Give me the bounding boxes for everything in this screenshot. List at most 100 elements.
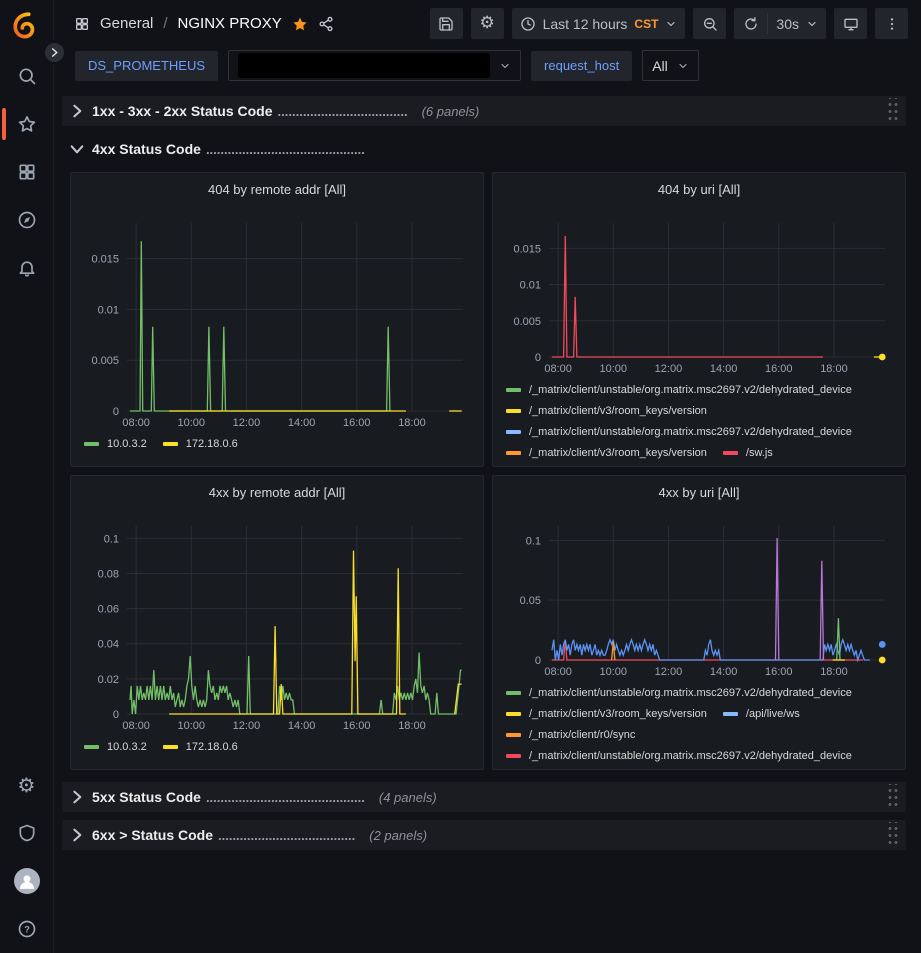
timezone-label: CST bbox=[634, 17, 658, 31]
legend-label: /_matrix/client/unstable/org.matrix.msc2… bbox=[529, 384, 852, 396]
refresh-button[interactable] bbox=[734, 8, 767, 39]
row-drag-handle[interactable] bbox=[886, 822, 899, 848]
svg-text:08:00: 08:00 bbox=[544, 363, 572, 375]
panel-title[interactable]: 4xx by remote addr [All] bbox=[81, 482, 473, 506]
row-drag-handle[interactable] bbox=[886, 98, 899, 124]
sidebar-item-help[interactable]: ? bbox=[0, 905, 54, 953]
svg-text:0.005: 0.005 bbox=[513, 316, 541, 328]
variable-host-value: All bbox=[652, 58, 668, 74]
time-series-chart[interactable]: 08:0010:0012:0014:0016:0018:0000.020.040… bbox=[81, 506, 473, 736]
legend-item[interactable]: /api/live/ws bbox=[723, 703, 800, 724]
legend-item[interactable]: /_matrix/client/r0/sync bbox=[506, 724, 635, 745]
save-button[interactable] bbox=[430, 8, 463, 39]
legend-item[interactable]: /_matrix/client/v3/room_keys/version bbox=[506, 400, 707, 421]
legend-color-dash bbox=[506, 409, 521, 413]
panel-legend: /_matrix/client/unstable/org.matrix.msc2… bbox=[503, 682, 895, 769]
legend-item[interactable]: 10.0.3.2 bbox=[84, 433, 147, 454]
breadcrumb-separator: / bbox=[163, 15, 167, 32]
chevron-down-icon bbox=[665, 18, 677, 30]
question-icon: ? bbox=[17, 919, 37, 939]
dashboard-grid-icon bbox=[74, 16, 90, 32]
svg-text:16:00: 16:00 bbox=[343, 720, 371, 732]
legend-item[interactable]: /sw.js bbox=[723, 442, 773, 463]
sidebar-item-dashboards[interactable] bbox=[0, 148, 54, 196]
svg-text:0.1: 0.1 bbox=[526, 535, 541, 547]
sidebar-item-configuration[interactable]: ⚙ bbox=[0, 761, 54, 809]
legend-label: 10.0.3.2 bbox=[107, 741, 147, 753]
variable-host-select[interactable]: All bbox=[642, 50, 699, 81]
breadcrumb-title[interactable]: NGINX PROXY bbox=[178, 15, 282, 32]
legend-item[interactable]: /_matrix/client/v3/room_keys/version bbox=[506, 442, 707, 463]
legend-item[interactable]: /_matrix/client/unstable/org.matrix.msc2… bbox=[506, 745, 852, 766]
time-range-label: Last 12 hours bbox=[543, 16, 628, 32]
user-icon bbox=[17, 871, 37, 891]
panel-grid: 404 by remote addr [All]08:0010:0012:001… bbox=[70, 172, 906, 770]
legend-label: /_matrix/client/v3/room_keys/version bbox=[529, 405, 707, 417]
share-icon[interactable] bbox=[318, 16, 334, 32]
legend-item[interactable]: 172.18.0.6 bbox=[163, 433, 238, 454]
active-indicator bbox=[2, 108, 6, 140]
panel-404-by-remote-addr-all-: 404 by remote addr [All]08:0010:0012:001… bbox=[70, 172, 484, 467]
row-1xx-3xx-2xx[interactable]: 1xx - 3xx - 2xx Status Code ............… bbox=[62, 96, 906, 126]
panel-title[interactable]: 404 by uri [All] bbox=[503, 179, 895, 203]
breadcrumb-section[interactable]: General bbox=[100, 15, 153, 32]
legend-item[interactable]: /_matrix/client/unstable/org.matrix.msc2… bbox=[506, 682, 852, 703]
svg-text:18:00: 18:00 bbox=[398, 417, 426, 429]
settings-button[interactable]: ⚙ bbox=[471, 8, 504, 39]
svg-text:0.1: 0.1 bbox=[104, 533, 119, 545]
chevron-down-icon bbox=[499, 60, 511, 72]
svg-text:14:00: 14:00 bbox=[710, 363, 738, 375]
bell-icon bbox=[17, 258, 37, 278]
time-series-chart[interactable]: 08:0010:0012:0014:0016:0018:0000.0050.01… bbox=[81, 203, 473, 433]
row-panel-count: (2 panels) bbox=[369, 828, 427, 843]
more-menu-button[interactable] bbox=[875, 8, 908, 39]
row-4xx[interactable]: 4xx Status Code ........................… bbox=[62, 134, 906, 164]
legend-item[interactable]: /_matrix/client/unstable/org.matrix.msc2… bbox=[506, 421, 852, 442]
legend-label: /_matrix/client/v3/room_keys/version bbox=[529, 708, 707, 720]
svg-text:10:00: 10:00 bbox=[600, 666, 628, 678]
row-title: 1xx - 3xx - 2xx Status Code bbox=[92, 103, 273, 119]
sidebar-expand-button[interactable] bbox=[42, 40, 67, 65]
panel-title[interactable]: 404 by remote addr [All] bbox=[81, 179, 473, 203]
variable-ds-select[interactable] bbox=[228, 50, 521, 81]
kebab-icon bbox=[884, 16, 900, 32]
legend-item[interactable]: /_matrix/client/v3/room_keys/version bbox=[506, 703, 707, 724]
row-6xx[interactable]: 6xx > Status Code ......................… bbox=[62, 820, 906, 850]
sidebar-item-explore[interactable] bbox=[0, 196, 54, 244]
sidebar-item-alerting[interactable] bbox=[0, 244, 54, 292]
refresh-interval-label: 30s bbox=[776, 16, 799, 32]
variable-ds-label: DS_PROMETHEUS bbox=[75, 51, 218, 81]
sidebar-item-server-admin[interactable] bbox=[0, 809, 54, 857]
panel-title[interactable]: 4xx by uri [All] bbox=[503, 482, 895, 506]
legend-color-dash bbox=[163, 745, 178, 749]
legend-item[interactable]: /_matrix/client/unstable/org.matrix.msc2… bbox=[506, 379, 852, 400]
row-5xx[interactable]: 5xx Status Code ........................… bbox=[62, 782, 906, 812]
legend-item[interactable]: 172.18.0.6 bbox=[163, 736, 238, 757]
refresh-interval-picker[interactable]: 30s bbox=[768, 8, 826, 39]
svg-text:12:00: 12:00 bbox=[655, 666, 683, 678]
zoom-out-button[interactable] bbox=[693, 8, 726, 39]
svg-text:08:00: 08:00 bbox=[544, 666, 572, 678]
time-series-chart[interactable]: 08:0010:0012:0014:0016:0018:0000.0050.01… bbox=[503, 203, 895, 379]
time-series-chart[interactable]: 08:0010:0012:0014:0016:0018:0000.050.1 bbox=[503, 506, 895, 682]
row-drag-handle[interactable] bbox=[886, 784, 899, 810]
svg-text:12:00: 12:00 bbox=[233, 720, 261, 732]
dashboard-content: 1xx - 3xx - 2xx Status Code ............… bbox=[54, 91, 921, 953]
legend-color-dash bbox=[723, 712, 738, 716]
svg-text:0.08: 0.08 bbox=[98, 568, 119, 580]
svg-text:0.015: 0.015 bbox=[91, 254, 119, 266]
svg-text:0.04: 0.04 bbox=[98, 639, 119, 651]
row-panel-count: (6 panels) bbox=[422, 104, 480, 119]
favorite-star-icon[interactable] bbox=[292, 16, 308, 32]
tv-mode-button[interactable] bbox=[834, 8, 867, 39]
legend-item[interactable]: 10.0.3.2 bbox=[84, 736, 147, 757]
breadcrumb: General / NGINX PROXY bbox=[74, 15, 334, 32]
time-range-picker[interactable]: Last 12 hours CST bbox=[512, 8, 686, 39]
legend-color-dash bbox=[84, 745, 99, 749]
sidebar-item-starred[interactable] bbox=[0, 100, 54, 148]
row-leader-dots: ...................................... bbox=[218, 828, 355, 843]
panel-legend: 10.0.3.2 172.18.0.6 bbox=[81, 433, 473, 466]
svg-text:10:00: 10:00 bbox=[178, 720, 206, 732]
sidebar-item-profile[interactable] bbox=[0, 857, 54, 905]
svg-text:12:00: 12:00 bbox=[655, 363, 683, 375]
